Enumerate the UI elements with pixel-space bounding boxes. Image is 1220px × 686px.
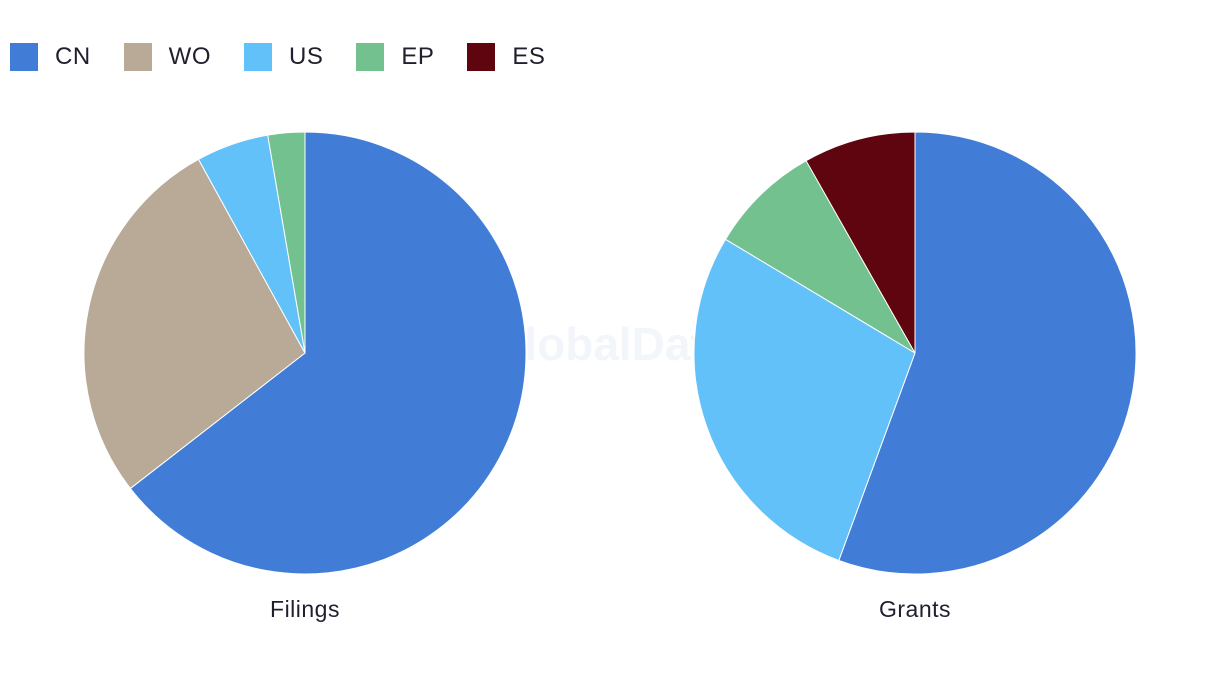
pie-title-grants: Grants [879, 596, 951, 622]
legend-item-es[interactable]: ES [467, 43, 545, 71]
pie-slice-grants-ep[interactable] [724, 160, 916, 354]
pie-filings [83, 131, 527, 575]
legend-label-es: ES [512, 43, 546, 70]
legend-item-cn[interactable]: CN [10, 43, 91, 71]
legend-swatch-ep [356, 43, 385, 71]
pie-grants [693, 131, 1137, 575]
legend: CN WO US EP ES [10, 42, 578, 72]
legend-item-us[interactable]: US [244, 43, 323, 71]
legend-swatch-cn [10, 43, 38, 71]
pie-slice-filings-ep[interactable] [267, 131, 306, 354]
legend-item-ep[interactable]: EP [356, 43, 434, 71]
pie-slice-filings-cn[interactable] [129, 131, 527, 575]
watermark: GlobalData [489, 318, 732, 370]
pie-slice-grants-cn[interactable] [838, 131, 1137, 575]
legend-label-cn: CN [55, 43, 91, 70]
legend-swatch-wo [123, 43, 152, 71]
pie-slice-filings-wo[interactable] [83, 158, 306, 489]
pie-slice-grants-es[interactable] [805, 131, 916, 354]
legend-swatch-es [467, 43, 496, 71]
legend-label-wo: WO [168, 43, 211, 70]
legend-label-ep: EP [401, 43, 435, 70]
legend-item-wo[interactable]: WO [123, 43, 211, 71]
pie-title-filings: Filings [270, 596, 340, 622]
legend-label-us: US [289, 43, 324, 70]
legend-swatch-us [244, 43, 272, 71]
pie-slice-grants-us[interactable] [693, 238, 916, 561]
